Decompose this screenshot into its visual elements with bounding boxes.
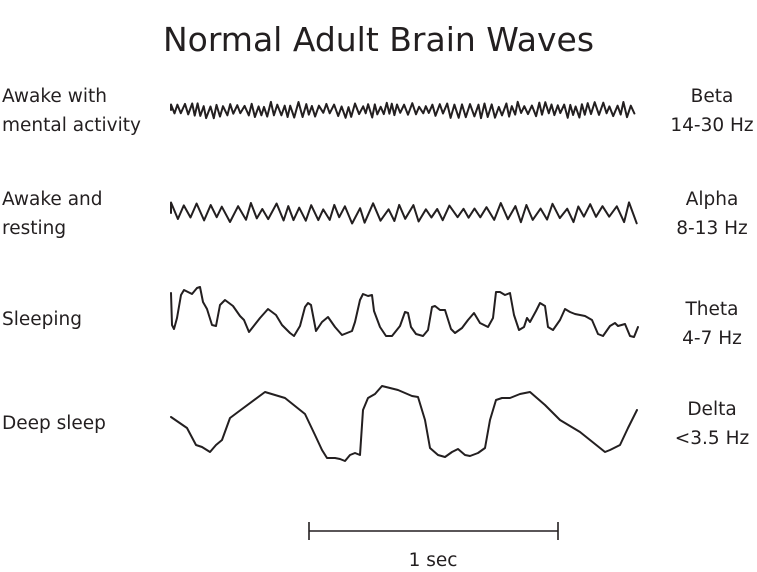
wave-label-beta: Beta 14-30 Hz [652, 82, 757, 140]
wave-freq: <3.5 Hz [674, 428, 750, 449]
wave-name: Beta [690, 86, 734, 107]
diagram-title: Normal Adult Brain Waves [162, 20, 595, 59]
beta-waveform [170, 100, 636, 120]
state-line: Awake and [2, 189, 103, 210]
state-label-alpha: Awake and resting [2, 185, 103, 243]
state-label-delta: Deep sleep [2, 413, 106, 434]
delta-waveform [170, 385, 638, 462]
theta-waveform [170, 286, 639, 338]
state-line: resting [2, 218, 67, 239]
wave-name: Theta [685, 299, 739, 320]
scale-bar-label: 1 sec [408, 550, 458, 571]
state-label-beta: Awake with mental activity [2, 82, 141, 140]
alpha-waveform [170, 201, 638, 225]
wave-freq: 14-30 Hz [670, 115, 754, 136]
wave-label-theta: Theta 4-7 Hz [652, 295, 757, 353]
scale-bar [308, 522, 559, 540]
wave-name: Alpha [685, 189, 739, 210]
wave-label-delta: Delta <3.5 Hz [652, 395, 757, 453]
wave-freq: 8-13 Hz [676, 218, 748, 239]
wave-label-alpha: Alpha 8-13 Hz [652, 185, 757, 243]
state-line: mental activity [2, 115, 141, 136]
state-label-theta: Sleeping [2, 309, 82, 330]
wave-freq: 4-7 Hz [682, 328, 742, 349]
wave-name: Delta [687, 399, 737, 420]
state-line: Awake with [2, 86, 107, 107]
